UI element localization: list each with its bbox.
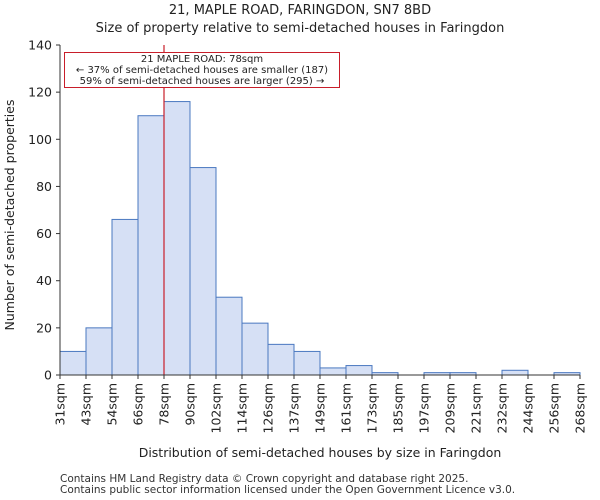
x-tick-label: 173sqm (365, 383, 380, 433)
y-tick-label: 20 (36, 320, 52, 335)
y-tick-label: 80 (36, 179, 52, 194)
x-tick-label: 185sqm (391, 383, 406, 433)
x-tick-label: 149sqm (313, 383, 328, 433)
bar-31sqm (59, 350, 87, 376)
x-tick-label: 232sqm (495, 383, 510, 433)
bar-114sqm (241, 322, 269, 376)
y-tick-label: 60 (36, 226, 52, 241)
x-tick-label: 114sqm (235, 383, 250, 433)
x-tick-label: 161sqm (339, 383, 354, 433)
footer-licence: Contains public sector information licen… (60, 484, 516, 496)
x-tick-label: 268sqm (573, 383, 588, 433)
bar-232sqm (501, 369, 529, 376)
bar-149sqm (319, 367, 347, 376)
annotation-line-3: 59% of semi-detached houses are larger (… (79, 76, 325, 87)
x-tick-label: 221sqm (469, 383, 484, 433)
bar-126sqm (267, 343, 295, 376)
x-tick-label: 197sqm (417, 383, 432, 433)
y-tick-label: 120 (28, 85, 52, 100)
x-tick-label: 54sqm (105, 383, 120, 426)
x-tick-label: 66sqm (131, 383, 146, 426)
chart-title: 21, MAPLE ROAD, FARINGDON, SN7 8BD (168, 3, 432, 18)
x-tick-label: 244sqm (521, 383, 536, 433)
x-tick-label: 90sqm (183, 383, 198, 426)
histogram-chart: 0 20 40 60 80 100 120 140 31sqm 43sqm 54sqm 66sqm 78… (2, 38, 588, 461)
y-tick-label: 0 (44, 368, 52, 383)
annotation-box: 21 MAPLE ROAD: 78sqm ← 37% of semi-detac… (64, 52, 340, 88)
x-tick-label: 102sqm (209, 383, 224, 433)
x-tick-label: 31sqm (53, 383, 68, 426)
footer-copyright: Contains HM Land Registry data © Crown c… (60, 473, 469, 485)
bar-161sqm (345, 365, 373, 376)
bar-102sqm (215, 296, 243, 376)
chart-subtitle: Size of property relative to semi-detach… (95, 21, 505, 36)
y-axis-label: Number of semi-detached properties (2, 100, 17, 331)
y-tick-label: 140 (28, 38, 52, 53)
x-tick-label: 43sqm (79, 383, 94, 426)
x-tick-label: 209sqm (443, 383, 458, 433)
bar-78sqm (163, 101, 191, 376)
bar-90sqm (189, 167, 217, 376)
x-tick-label: 126sqm (261, 383, 276, 433)
x-tick-label: 137sqm (287, 383, 302, 433)
bar-43sqm (85, 327, 113, 376)
y-tick-label: 100 (28, 132, 52, 147)
bar-137sqm (293, 350, 321, 376)
bar-66sqm (137, 115, 165, 376)
y-tick-label: 40 (36, 273, 52, 288)
annotation-line-1: 21 MAPLE ROAD: 78sqm (140, 54, 264, 65)
annotation-line-2: ← 37% of semi-detached houses are smalle… (75, 65, 329, 76)
bar-54sqm (111, 218, 139, 376)
x-axis-label: Distribution of semi-detached houses by … (139, 445, 502, 460)
x-tick-label: 256sqm (547, 383, 562, 433)
x-tick-label: 78sqm (157, 383, 172, 426)
